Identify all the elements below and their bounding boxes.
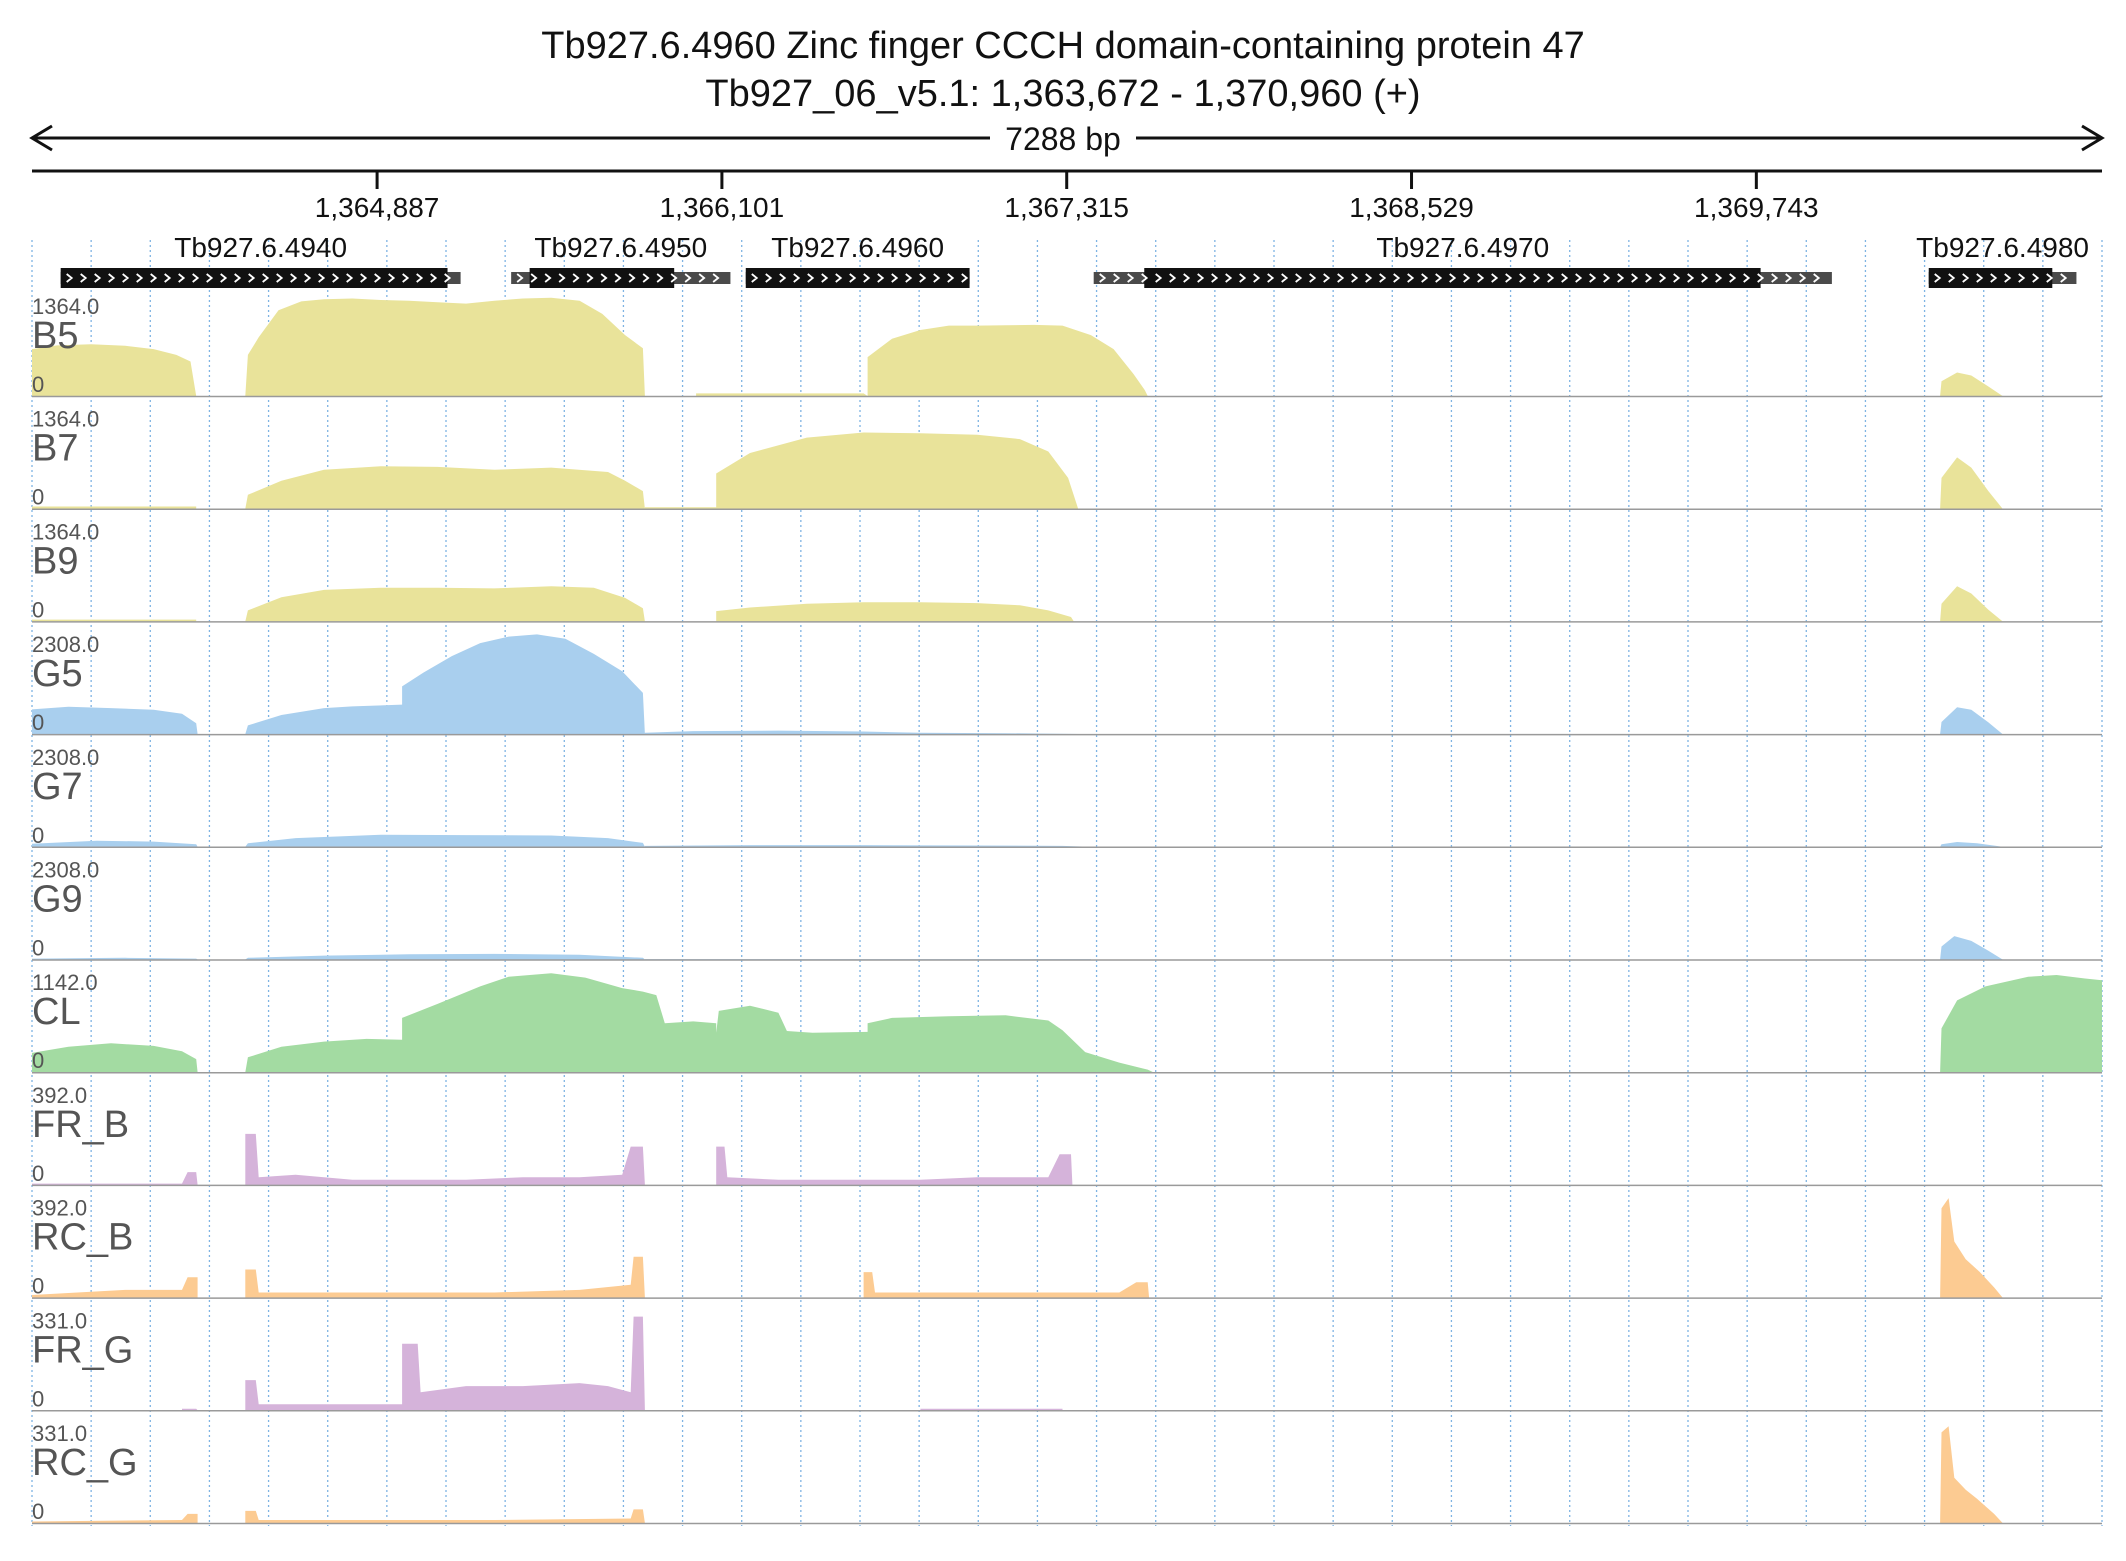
track-min-label: 0 <box>32 1499 44 1524</box>
track-max-label: 1364.0 <box>32 407 99 432</box>
gene-label: Tb927.6.4950 <box>534 232 707 263</box>
axis-tick-label: 1,366,101 <box>660 192 785 223</box>
coverage-area <box>32 973 2102 1073</box>
gene-cds <box>1144 268 1761 288</box>
track-rc-b: 392.0RC_B 0 <box>32 1196 2102 1299</box>
coverage-area <box>32 936 2003 960</box>
track-min-label: 0 <box>32 710 44 735</box>
track-max-label: 392.0 <box>32 1196 87 1221</box>
track-b9: 1364.0B9 0 <box>32 519 2102 623</box>
track-g9: 2308.0G9 0 <box>32 858 2102 961</box>
strand-arrows <box>1099 273 1821 283</box>
coverage-area <box>32 634 2003 735</box>
track-max-label: 2308.0 <box>32 632 99 657</box>
coverage-area <box>32 432 2003 509</box>
axis-tick-label: 1,364,887 <box>315 192 440 223</box>
gene-label: Tb927.6.4980 <box>1916 232 2089 263</box>
gene-label: Tb927.6.4960 <box>771 232 944 263</box>
gene-tb927-6-4940[interactable]: Tb927.6.4940 <box>60 232 461 288</box>
axis-tick-label: 1,369,743 <box>1694 192 1819 223</box>
coverage-area <box>32 586 2003 622</box>
track-name-label: RC_G <box>32 1442 138 1484</box>
track-max-label: 392.0 <box>32 1083 87 1108</box>
track-name-label: B9 <box>32 540 78 582</box>
track-name-label: FR_G <box>32 1329 133 1371</box>
coverage-area <box>32 297 2003 396</box>
track-b5: 1364.0B5 0 <box>32 294 2102 398</box>
span-arrowhead-right <box>2081 124 2105 152</box>
gene-cds <box>745 268 970 288</box>
coverage-area <box>32 834 2003 847</box>
gene-tb927-6-4970[interactable]: Tb927.6.4970 <box>1093 232 1832 288</box>
gene-label: Tb927.6.4940 <box>174 232 347 263</box>
track-name-label: B7 <box>32 428 78 470</box>
track-max-label: 1364.0 <box>32 294 99 319</box>
track-max-label: 331.0 <box>32 1308 87 1333</box>
gene-tb927-6-4960[interactable]: Tb927.6.4960 <box>745 232 970 288</box>
track-max-label: 331.0 <box>32 1421 87 1446</box>
gene-tb927-6-4950[interactable]: Tb927.6.4950 <box>511 232 731 288</box>
axis-tick-label: 1,367,315 <box>1004 192 1129 223</box>
coverage-area <box>32 1198 2003 1298</box>
header: Tb927.6.4960 Zinc finger CCCH domain-con… <box>541 25 1584 115</box>
gene-label: Tb927.6.4970 <box>1376 232 1549 263</box>
track-name-label: FR_B <box>32 1104 129 1146</box>
strand-arrows <box>516 273 720 283</box>
track-name-label: RC_B <box>32 1217 133 1259</box>
strand-arrows <box>1934 273 2068 283</box>
coverage-area <box>181 1316 1063 1411</box>
track-max-label: 1364.0 <box>32 519 99 544</box>
span-ruler: 7288 bp <box>29 121 2105 157</box>
track-min-label: 0 <box>32 597 44 622</box>
track-max-label: 1142.0 <box>32 970 98 995</box>
track-g7: 2308.0G7 0 <box>32 745 2102 849</box>
strand-arrows <box>66 273 452 283</box>
track-rc-g: 331.0RC_G 0 <box>32 1421 2102 1525</box>
gene-cds <box>529 268 675 288</box>
axis-tick-label: 1,368,529 <box>1349 192 1474 223</box>
span-arrowhead-left <box>29 124 53 152</box>
coverage-tracks: 1364.0B501364.0B701364.0B902308.0G502308… <box>32 294 2102 1525</box>
track-g5: 2308.0G5 0 <box>32 632 2102 736</box>
track-min-label: 0 <box>32 1274 44 1299</box>
track-min-label: 0 <box>32 1386 44 1411</box>
coverage-area <box>32 1133 1073 1185</box>
chart-title: Tb927.6.4960 Zinc finger CCCH domain-con… <box>541 25 1584 67</box>
strand-arrows <box>751 273 969 283</box>
track-cl: 1142.0CL 0 <box>32 970 2102 1074</box>
track-min-label: 0 <box>32 485 44 510</box>
vertical-gridlines <box>31 240 2103 1526</box>
track-name-label: G9 <box>32 879 83 921</box>
track-name-label: CL <box>32 991 81 1033</box>
track-name-label: B5 <box>32 315 78 357</box>
track-min-label: 0 <box>32 936 44 961</box>
gene-tb927-6-4980[interactable]: Tb927.6.4980 <box>1916 232 2089 288</box>
track-fr-b: 392.0FR_B 0 <box>32 1083 2102 1187</box>
track-min-label: 0 <box>32 372 44 397</box>
axis-ticks: 1,364,887 1,366,101 1,367,315 1,368,529 1,36… <box>315 171 1819 223</box>
coordinate-axis: 1,364,887 1,366,101 1,367,315 1,368,529 1,36… <box>32 169 2102 223</box>
track-name-label: G7 <box>32 766 83 808</box>
track-name-label: G5 <box>32 653 83 695</box>
track-min-label: 0 <box>32 1161 44 1186</box>
track-max-label: 2308.0 <box>32 858 99 883</box>
gene-annotation-track: Tb927.6.4940 Tb927.6.4950 Tb927.6.4960 Tb92… <box>60 232 2089 288</box>
track-b7: 1364.0B7 0 <box>32 407 2102 510</box>
track-min-label: 0 <box>32 1048 44 1073</box>
chart-subtitle: Tb927_06_v5.1: 1,363,672 - 1,370,960 (+) <box>705 73 1420 115</box>
span-label: 7288 bp <box>1005 121 1121 157</box>
track-min-label: 0 <box>32 823 44 848</box>
gene-cds <box>1928 268 2053 288</box>
track-max-label: 2308.0 <box>32 745 99 770</box>
track-fr-g: 331.0FR_G 0 <box>32 1308 2102 1412</box>
